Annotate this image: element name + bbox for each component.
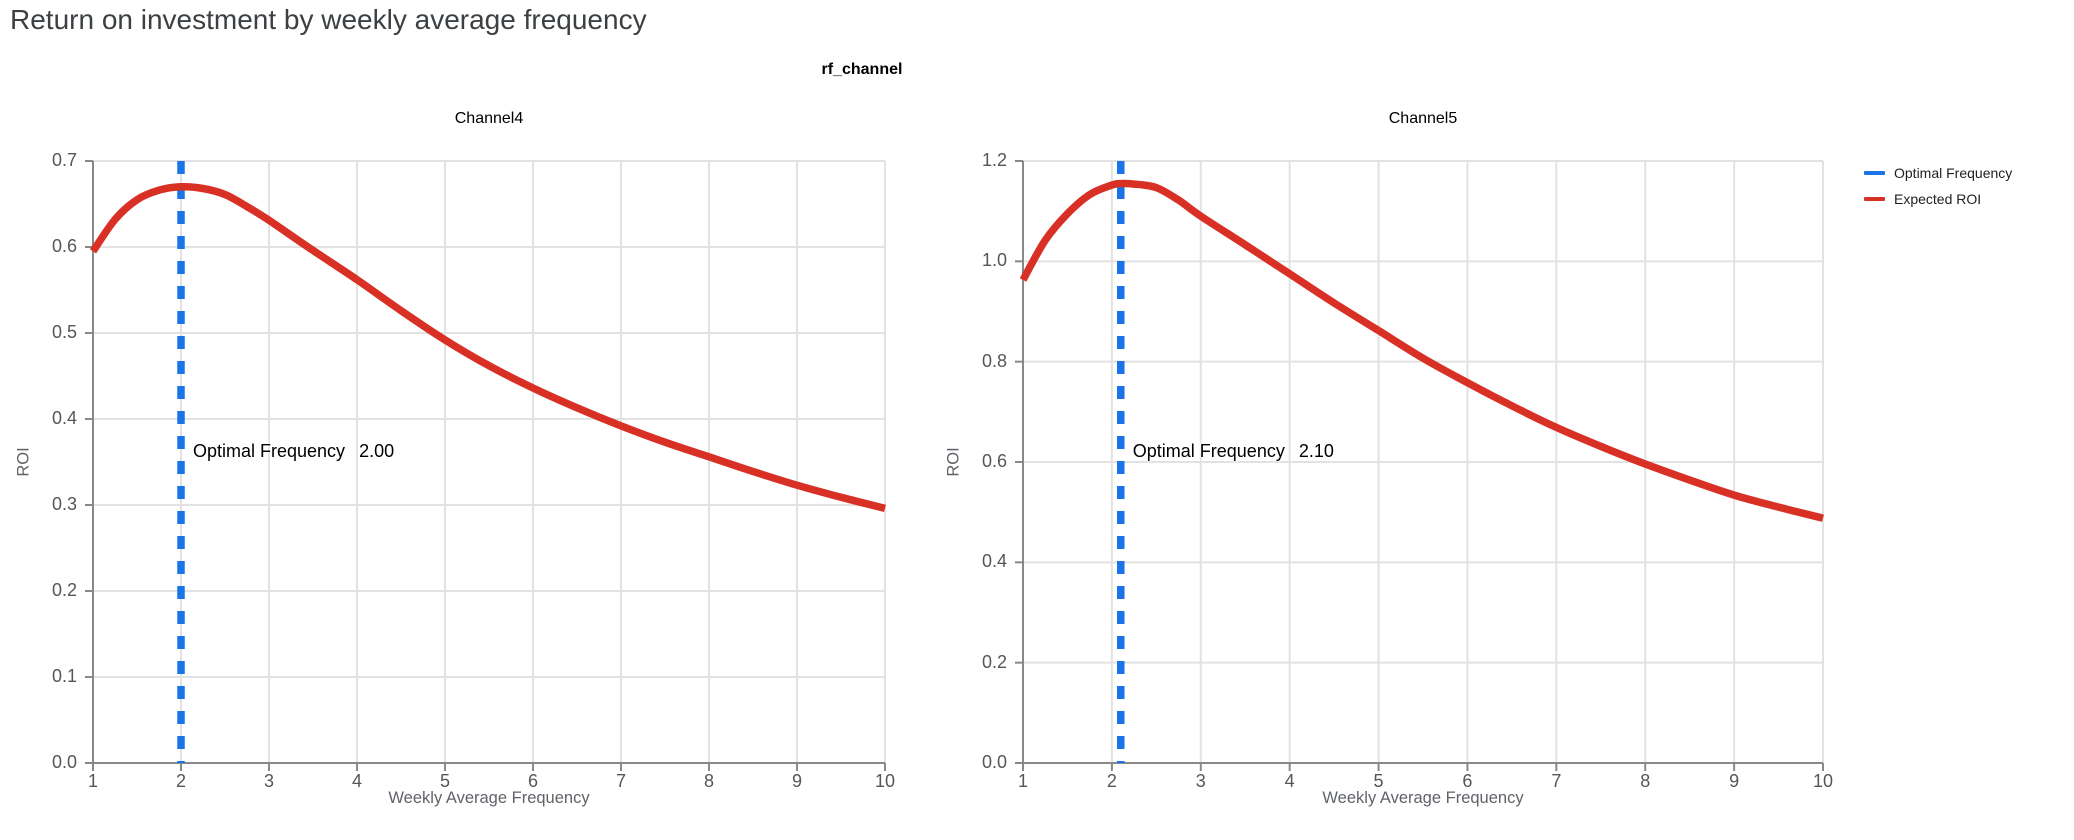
optimal-frequency-line-swatch	[1864, 171, 1885, 175]
x-tick-label: 4	[1284, 771, 1295, 791]
legend: Optimal Frequency Expected ROI	[1864, 160, 2012, 212]
y-tick-label: 0.3	[51, 494, 77, 514]
x-tick-label: 1	[1017, 771, 1028, 791]
x-tick-label: 8	[1640, 771, 1651, 791]
y-tick-label: 0.0	[51, 752, 77, 772]
x-axis-title: Weekly Average Frequency	[1322, 789, 1524, 807]
legend-label: Expected ROI	[1894, 191, 1982, 207]
y-tick-label: 0.8	[981, 350, 1007, 371]
annotation-label: Optimal Frequency	[1132, 441, 1285, 461]
x-tick-label: 8	[703, 771, 714, 791]
y-tick-label: 0.2	[981, 651, 1007, 672]
y-tick-label: 0.5	[51, 322, 77, 342]
annotation-value: 2.00	[359, 441, 395, 461]
x-tick-label: 5	[439, 771, 450, 791]
x-tick-label: 10	[874, 771, 896, 791]
facet-title: rf_channel	[821, 61, 903, 78]
panel-Channel4	[85, 160, 886, 771]
legend-item-expected-roi: Expected ROI	[1864, 186, 2012, 212]
x-tick-label: 3	[1195, 771, 1206, 791]
x-tick-label: 3	[263, 771, 274, 791]
y-tick-label: 0.4	[981, 551, 1007, 572]
optimal-frequency-annotation: Optimal Frequency 2.10	[1133, 441, 1334, 462]
expected-roi-line-swatch	[1864, 197, 1885, 201]
y-tick-label: 0.2	[51, 580, 77, 600]
legend-label: Optimal Frequency	[1894, 165, 2013, 181]
x-tick-label: 10	[1812, 771, 1834, 791]
x-tick-label: 6	[527, 771, 538, 791]
x-tick-label: 4	[351, 771, 362, 791]
page-title: Return on investment by weekly average f…	[10, 4, 647, 35]
panel-title: Channel5	[1388, 110, 1458, 127]
optimal-frequency-annotation: Optimal Frequency 2.00	[193, 441, 394, 462]
x-axis-title: Weekly Average Frequency	[388, 789, 590, 807]
legend-item-optimal-frequency: Optimal Frequency	[1864, 160, 2012, 186]
panel-Channel5	[1015, 160, 1825, 771]
x-tick-label: 2	[1106, 771, 1117, 791]
x-tick-label: 9	[1729, 771, 1740, 791]
y-tick-label: 1.2	[981, 150, 1007, 170]
y-tick-label: 1.0	[981, 250, 1007, 271]
y-tick-label: 0.6	[51, 236, 77, 256]
x-tick-label: 2	[175, 771, 186, 791]
x-tick-label: 7	[1551, 771, 1562, 791]
annotation-value: 2.10	[1298, 441, 1334, 461]
y-tick-label: 0.1	[51, 666, 77, 686]
x-tick-label: 5	[1373, 771, 1384, 791]
x-tick-label: 9	[791, 771, 802, 791]
panel-title: Channel4	[454, 110, 524, 127]
expected-roi-curve	[89, 182, 886, 513]
x-tick-label: 7	[615, 771, 626, 791]
x-tick-label: 1	[87, 771, 98, 791]
y-tick-label: 0.4	[51, 408, 77, 428]
y-axis-title: ROI	[14, 447, 33, 477]
y-tick-label: 0.0	[981, 752, 1007, 772]
y-tick-label: 0.6	[981, 451, 1007, 471]
annotation-label: Optimal Frequency	[193, 441, 346, 461]
x-tick-label: 6	[1462, 771, 1473, 791]
expected-roi-curve	[1019, 179, 1824, 522]
y-tick-label: 0.7	[51, 150, 77, 170]
